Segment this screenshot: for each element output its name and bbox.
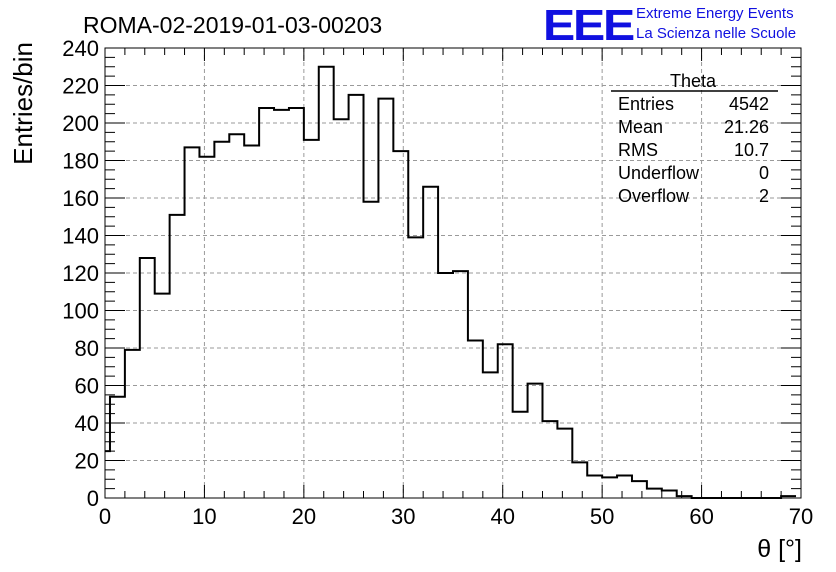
logo-mark: EEE <box>543 1 634 50</box>
histogram-bin <box>229 134 244 498</box>
histogram-bin <box>408 237 423 498</box>
x-axis-label: θ [°] <box>757 535 802 563</box>
histogram-bin <box>319 67 334 498</box>
histogram-bin <box>587 476 602 499</box>
y-axis-label: Entries/bin <box>8 42 38 165</box>
histogram-bin <box>289 108 304 498</box>
histogram-bin <box>349 95 364 498</box>
y-tick-label: 200 <box>62 111 99 136</box>
y-tick-label: 180 <box>62 149 99 174</box>
histogram-bin <box>304 140 319 498</box>
stats-row-value: 0 <box>759 163 769 183</box>
x-tick-label: 30 <box>391 504 415 529</box>
stats-row-label: RMS <box>618 140 658 160</box>
y-tick-label: 80 <box>75 336 99 361</box>
histogram-bin <box>498 344 513 498</box>
histogram-bins <box>105 67 796 498</box>
stats-box-title: Theta <box>670 71 717 91</box>
histogram-bin <box>185 147 200 498</box>
y-tick-label: 120 <box>62 261 99 286</box>
stats-row-label: Underflow <box>618 163 700 183</box>
histogram-bin <box>259 108 274 498</box>
histogram-bin <box>662 491 677 499</box>
y-tick-label: 240 <box>62 36 99 61</box>
y-tick-label: 220 <box>62 74 99 99</box>
axis-ticks <box>104 47 802 499</box>
eee-logo: EEE Extreme Energy Events La Scienza nel… <box>543 1 796 50</box>
histogram-outline <box>105 65 797 499</box>
stats-box: Theta Entries 4542 Mean 21.26 RMS 10.7 Underfl… <box>611 71 778 206</box>
x-tick-label: 40 <box>490 504 514 529</box>
y-tick-label: 20 <box>75 449 99 474</box>
x-tick-label: 10 <box>192 504 216 529</box>
logo-line-2: La Scienza nelle Scuole <box>636 25 796 42</box>
x-tick-label: 60 <box>689 504 713 529</box>
histogram-bin <box>125 350 140 498</box>
histogram-bin <box>274 110 289 498</box>
histogram-bin <box>528 384 543 498</box>
x-tick-label: 0 <box>99 504 111 529</box>
histogram-bin <box>513 412 528 498</box>
stats-row-label: Entries <box>618 94 674 114</box>
histogram-bin <box>617 476 632 499</box>
y-tick-label: 60 <box>75 374 99 399</box>
y-tick-label: 0 <box>87 486 99 511</box>
stats-row-label: Overflow <box>618 186 690 206</box>
y-tick-label: 40 <box>75 411 99 436</box>
histogram-bin <box>364 202 379 498</box>
logo-line-1: Extreme Energy Events <box>636 5 794 22</box>
x-tick-labels: 0 10 20 30 40 50 60 70 <box>99 504 813 529</box>
histogram-bin <box>557 429 572 498</box>
histogram-bin <box>572 462 587 498</box>
stats-row-label: Mean <box>618 117 663 137</box>
y-tick-labels: 0 20 40 60 80 100 120 140 160 180 200 220 240 <box>62 36 99 511</box>
histogram-bin <box>378 99 393 498</box>
chart-title: ROMA-02-2019-01-03-00203 <box>83 12 382 38</box>
histogram-bin <box>602 477 617 498</box>
y-tick-label: 160 <box>62 186 99 211</box>
histogram-bin <box>632 481 647 498</box>
stats-row-value: 21.26 <box>724 117 769 137</box>
histogram-bin <box>334 119 349 498</box>
x-tick-label: 50 <box>590 504 614 529</box>
histogram-bin <box>110 397 125 498</box>
histogram-bin <box>647 489 662 498</box>
histogram-bin <box>170 215 185 498</box>
stats-row-value: 10.7 <box>734 140 769 160</box>
y-tick-label: 100 <box>62 299 99 324</box>
x-tick-label: 70 <box>789 504 813 529</box>
grid-lines <box>105 48 801 498</box>
histogram-bin <box>468 341 483 499</box>
histogram-bin <box>199 157 214 498</box>
histogram-bin <box>105 451 110 498</box>
histogram-bin <box>423 187 438 498</box>
histogram-bin <box>483 372 498 498</box>
histogram-bin <box>214 142 229 498</box>
stats-rows: Entries 4542 Mean 21.26 RMS 10.7 Underflow 0 Ove… <box>618 94 769 206</box>
stats-row-value: 2 <box>759 186 769 206</box>
stats-row-value: 4542 <box>729 94 769 114</box>
histogram-bin <box>453 271 468 498</box>
histogram-bin <box>140 258 155 498</box>
histogram-bin <box>542 421 557 498</box>
x-tick-label: 20 <box>292 504 316 529</box>
y-tick-label: 140 <box>62 224 99 249</box>
histogram-bin <box>155 294 170 498</box>
histogram-bin <box>393 151 408 498</box>
